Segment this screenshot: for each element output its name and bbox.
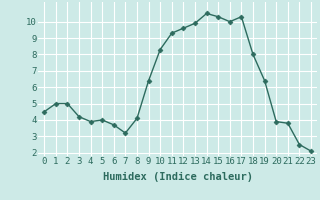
X-axis label: Humidex (Indice chaleur): Humidex (Indice chaleur) <box>103 172 252 182</box>
